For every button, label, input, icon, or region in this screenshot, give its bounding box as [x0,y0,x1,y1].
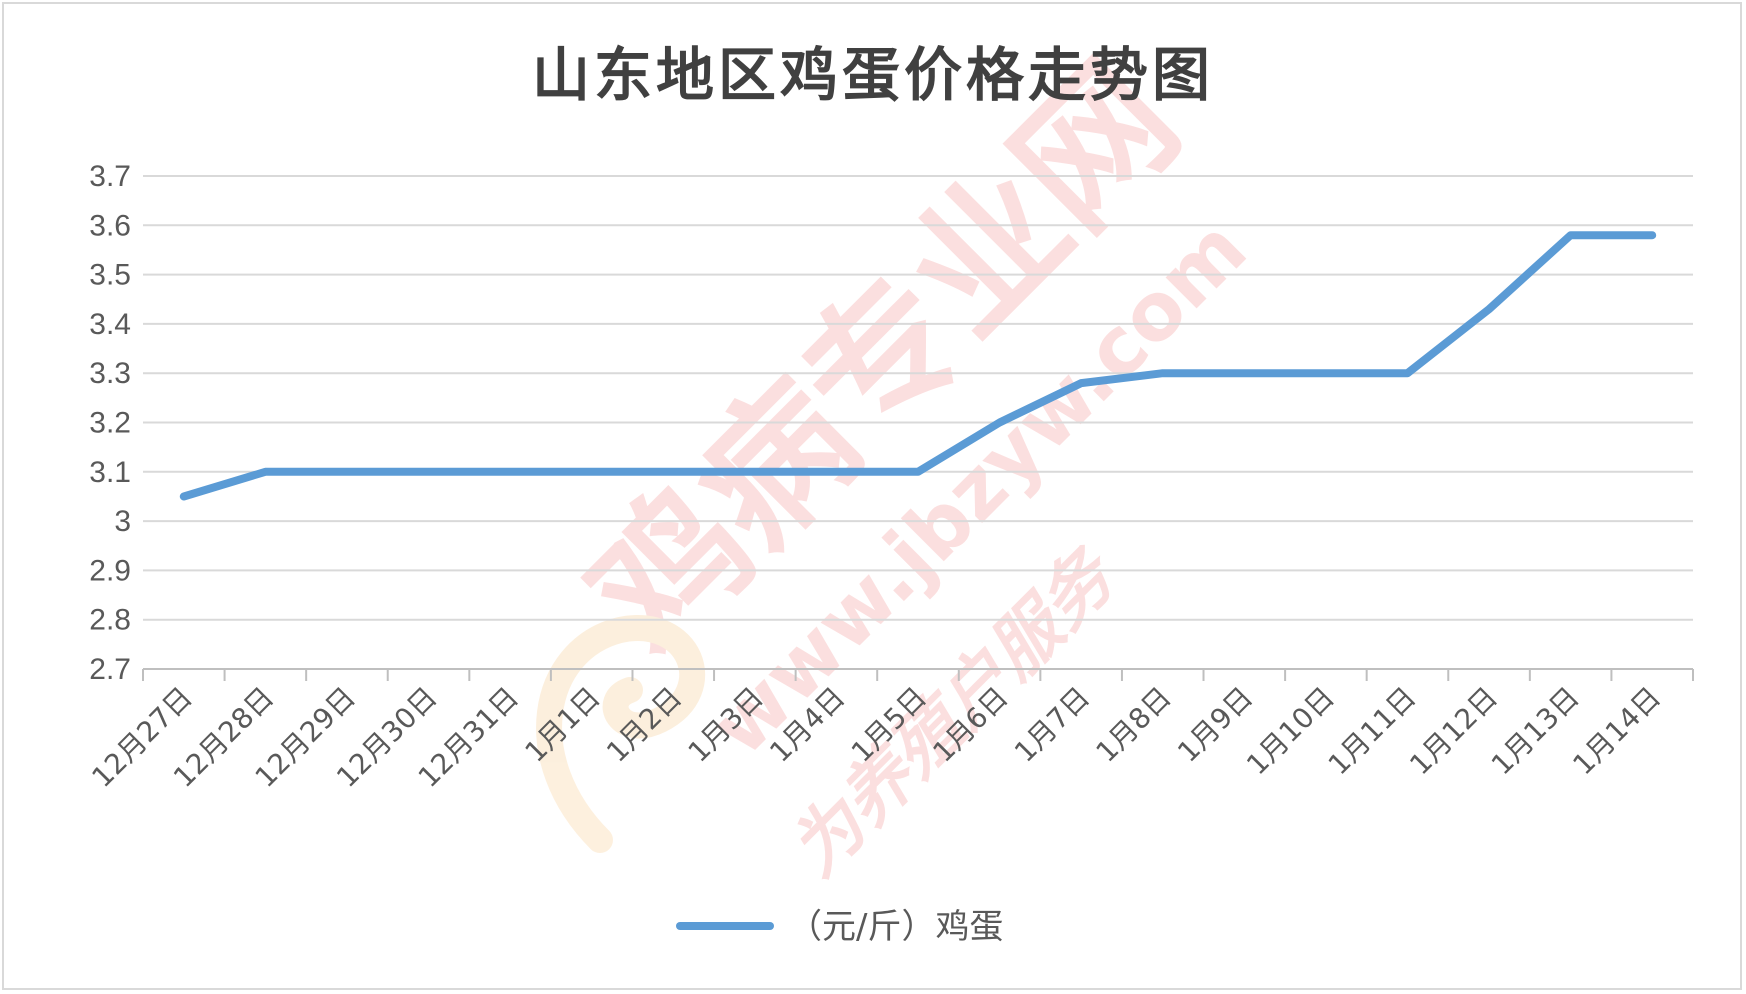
y-tick-label: 3.5 [89,259,131,292]
y-tick-label: 2.9 [89,554,131,587]
series-line [179,231,1657,501]
legend-label: （元/斤）鸡蛋 [788,907,1003,947]
x-tick-label: 1月10日 [1240,681,1341,782]
x-tick-label: 1月8日 [1090,681,1178,769]
chart-title: 山东地区鸡蛋价格走势图 [532,41,1214,109]
watermark: 鸡病专业网 www.jbzyw.com 为养殖户服务 [536,32,1264,892]
y-axis: 3.7 3.6 3.5 3.4 3.3 3.2 3.1 3 2.9 2.8 2.7 [89,160,131,686]
x-tick-label: 1月14日 [1566,681,1667,782]
x-tick-label: 1月12日 [1403,681,1504,782]
watermark-logo [536,615,705,853]
gridlines [143,175,1693,621]
y-tick-label: 3.2 [89,407,131,440]
series-layer [179,231,1657,501]
y-tick-label: 3.6 [89,209,131,242]
legend: （元/斤）鸡蛋 [676,907,1003,947]
y-tick-label: 3.4 [89,308,131,341]
y-tick-label: 3.1 [89,456,131,489]
y-tick-label: 2.8 [89,604,131,637]
x-tick-label: 1月13日 [1485,681,1586,782]
x-tick-label: 1月11日 [1322,681,1423,782]
y-tick-label: 3.3 [89,357,131,390]
y-tick-label: 3 [114,505,131,538]
y-tick-label: 3.7 [89,160,131,193]
y-tick-label: 2.7 [89,653,131,686]
